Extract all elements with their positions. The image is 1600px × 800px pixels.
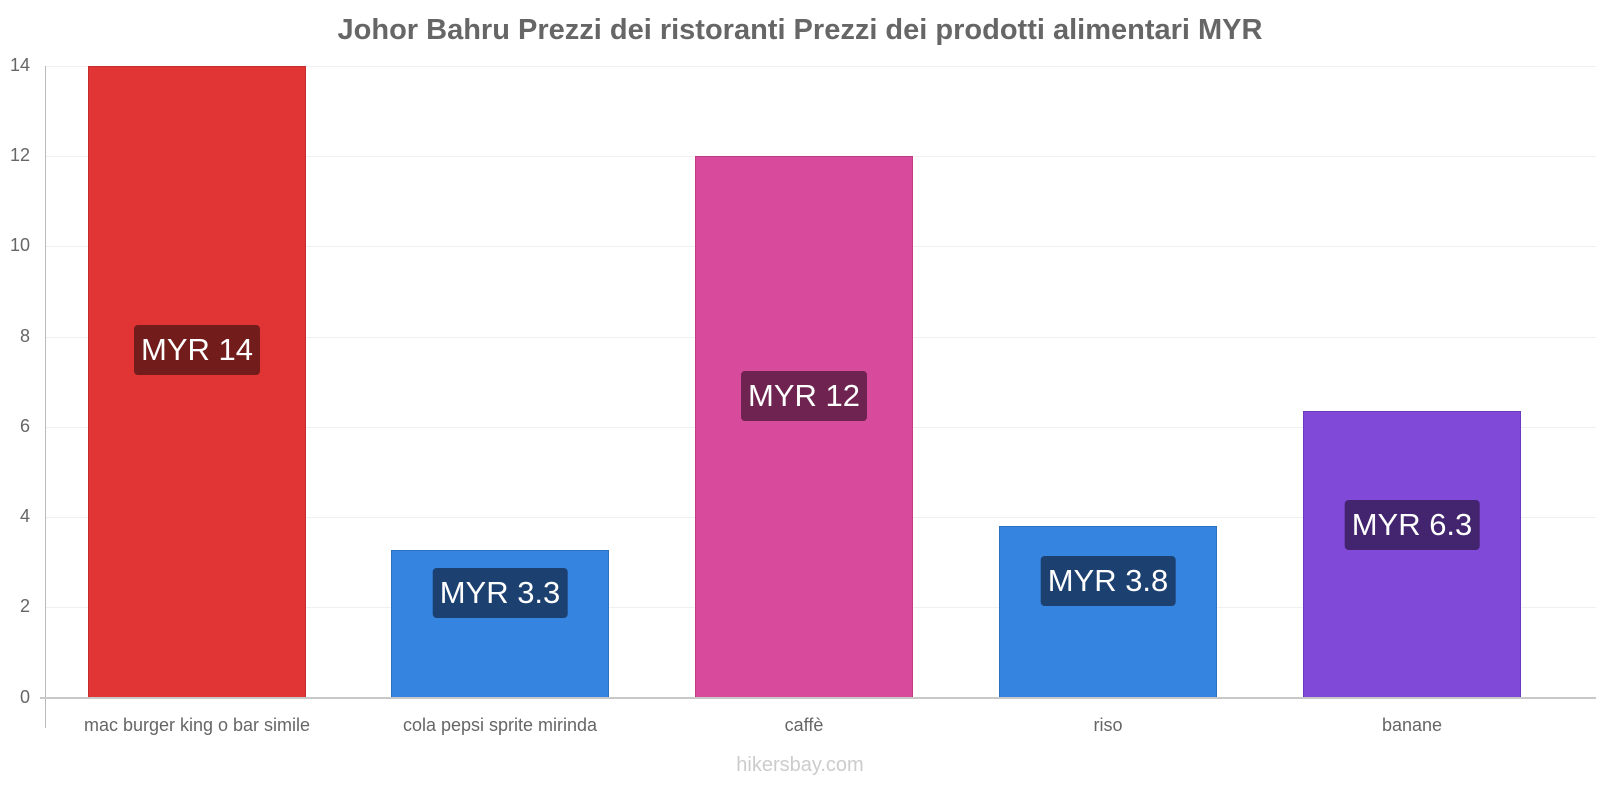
y-tick: 0 (19, 687, 30, 707)
x-axis-line (40, 697, 1596, 699)
y-axis-line (45, 66, 46, 728)
x-label: caffè (784, 715, 824, 735)
bar-caffe[interactable]: MYR 12 (695, 156, 913, 698)
x-label: mac burger king o bar simile (83, 715, 311, 735)
source-credit: hikersbay.com (736, 754, 864, 776)
y-tick: 4 (19, 506, 30, 526)
y-tick: 10 (9, 235, 30, 255)
y-tick: 6 (19, 416, 30, 436)
y-tick: 8 (19, 326, 30, 346)
gridline-14 (46, 66, 1596, 67)
x-label: banane (1381, 715, 1443, 735)
bar-banane[interactable]: MYR 6.3 (1303, 411, 1521, 698)
bar-cola[interactable]: MYR 3.3 (391, 550, 609, 698)
y-tick: 14 (9, 55, 30, 75)
value-label: MYR 3.3 (432, 568, 568, 618)
value-label: MYR 6.3 (1344, 500, 1480, 550)
value-label: MYR 14 (134, 325, 260, 375)
x-label: riso (1093, 715, 1123, 735)
y-tick: 12 (9, 145, 30, 165)
x-label: cola pepsi sprite mirinda (402, 715, 598, 735)
bar-riso[interactable]: MYR 3.8 (999, 526, 1217, 698)
bar-mac-burger[interactable]: MYR 14 (88, 66, 306, 698)
chart-title: Johor Bahru Prezzi dei ristoranti Prezzi… (337, 14, 1263, 46)
value-label: MYR 12 (741, 371, 867, 421)
y-tick: 2 (19, 596, 30, 616)
value-label: MYR 3.8 (1040, 556, 1176, 606)
